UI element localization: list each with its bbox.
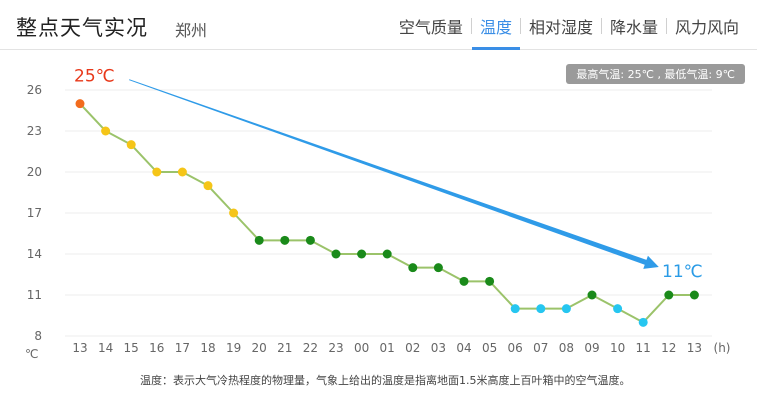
- x-tick-label: 13: [72, 341, 87, 355]
- x-tick-label: 23: [328, 341, 343, 355]
- y-tick-label: 26: [27, 83, 42, 97]
- data-point[interactable]: [331, 249, 341, 259]
- y-tick-label: 14: [27, 247, 42, 261]
- data-point[interactable]: [75, 99, 85, 109]
- tab-bar: 空气质量 温度 相对湿度 降水量 风力风向: [391, 10, 747, 50]
- data-point[interactable]: [203, 181, 213, 191]
- y-tick-label: 20: [27, 165, 42, 179]
- annotations: 25℃ 11℃: [74, 67, 703, 282]
- tab-wind[interactable]: 风力风向: [674, 18, 739, 37]
- x-tick-label: 17: [175, 341, 190, 355]
- data-point[interactable]: [638, 317, 648, 327]
- data-point[interactable]: [305, 235, 315, 245]
- data-point[interactable]: [254, 235, 264, 245]
- x-tick-label: 10: [610, 341, 625, 355]
- data-point[interactable]: [459, 276, 469, 286]
- x-tick-label: 22: [303, 341, 318, 355]
- x-tick-label: 04: [456, 341, 471, 355]
- x-tick-label: 11: [636, 341, 651, 355]
- x-tick-label: 06: [508, 341, 523, 355]
- trend-arrow-shape: [129, 79, 659, 269]
- data-point[interactable]: [561, 304, 571, 314]
- x-tick-label: 07: [533, 341, 548, 355]
- tab-humidity[interactable]: 相对湿度: [528, 18, 593, 37]
- data-point[interactable]: [280, 235, 290, 245]
- x-tick-label: 08: [559, 341, 574, 355]
- x-tick-label: 01: [380, 341, 395, 355]
- trend-arrow: [129, 79, 659, 269]
- tab-divider: [600, 18, 602, 34]
- x-tick-label: 16: [149, 341, 164, 355]
- axis-labels: 8 11 14 17 20 23 26 ℃ 13 14 15 16 17 18 19 20 21 22 23 00 01…: [25, 83, 730, 361]
- y-tick-label: 8: [34, 329, 42, 343]
- data-point[interactable]: [177, 167, 187, 177]
- tab-precipitation[interactable]: 降水量: [609, 18, 658, 37]
- data-point[interactable]: [382, 249, 392, 259]
- x-tick-label: 20: [252, 341, 267, 355]
- header: 整点天气实况 郑州 空气质量 温度 相对湿度 降水量 风力风向: [0, 0, 757, 50]
- x-axis-unit: (h): [714, 341, 731, 355]
- x-tick-label: 09: [584, 341, 599, 355]
- data-point[interactable]: [152, 167, 162, 177]
- x-tick-label: 14: [98, 341, 113, 355]
- x-tick-label: 02: [405, 341, 420, 355]
- x-tick-label: 12: [661, 341, 676, 355]
- temperature-summary-badge: 最高气温: 25℃ , 最低气温: 9℃: [566, 64, 745, 84]
- data-point[interactable]: [485, 276, 495, 286]
- data-point[interactable]: [101, 126, 111, 136]
- tab-air-quality[interactable]: 空气质量: [398, 18, 463, 37]
- grid-lines: [65, 89, 712, 337]
- x-tick-label: 00: [354, 341, 369, 355]
- data-point[interactable]: [613, 304, 623, 314]
- data-point[interactable]: [536, 304, 546, 314]
- data-point[interactable]: [408, 263, 418, 273]
- x-tick-label: 05: [482, 341, 497, 355]
- y-tick-label: 11: [27, 288, 42, 302]
- x-tick-label: 21: [277, 341, 292, 355]
- end-temp-annotation: 11℃: [662, 262, 703, 282]
- tab-divider: [470, 18, 472, 34]
- y-tick-label: 23: [27, 124, 42, 138]
- max-temp-annotation: 25℃: [74, 67, 115, 87]
- data-point[interactable]: [510, 304, 520, 314]
- data-point[interactable]: [357, 249, 367, 259]
- tab-divider: [519, 18, 521, 34]
- data-point[interactable]: [587, 290, 597, 300]
- data-points: [75, 99, 699, 327]
- y-tick-label: 17: [27, 206, 42, 220]
- x-tick-label: 18: [200, 341, 215, 355]
- city-name: 郑州: [175, 21, 208, 40]
- data-point[interactable]: [229, 208, 239, 218]
- page-title: 整点天气实况: [16, 16, 148, 40]
- data-point[interactable]: [689, 290, 699, 300]
- data-point[interactable]: [126, 140, 136, 150]
- x-tick-label: 19: [226, 341, 241, 355]
- x-tick-label: 15: [124, 341, 139, 355]
- tab-divider: [665, 18, 667, 34]
- x-tick-label: 03: [431, 341, 446, 355]
- data-point[interactable]: [664, 290, 674, 300]
- footnote: 温度：表示大气冷热程度的物理量，气象上给出的温度是指离地面1.5米高度上百叶箱中…: [140, 374, 631, 387]
- x-tick-label: 13: [687, 341, 702, 355]
- temperature-chart: 8 11 14 17 20 23 26 ℃ 13 14 15 16 17 18 19 20 21 22 23 00 01…: [25, 67, 730, 361]
- data-point[interactable]: [433, 263, 443, 273]
- tab-temperature[interactable]: 温度: [471, 10, 520, 50]
- y-axis-unit: ℃: [25, 347, 38, 361]
